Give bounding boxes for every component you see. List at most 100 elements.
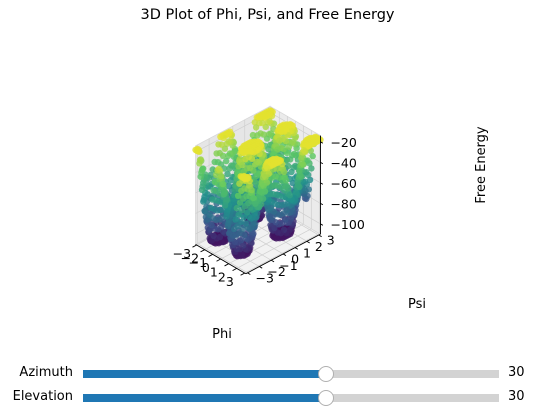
data-point <box>296 183 303 191</box>
data-point <box>300 161 307 168</box>
data-point <box>285 143 293 150</box>
data-point <box>227 177 234 184</box>
x-axis-label: Phi <box>212 327 232 342</box>
x-tick-label: 0 <box>202 260 210 275</box>
data-point <box>308 165 315 172</box>
data-point <box>252 124 260 131</box>
data-point <box>248 186 255 194</box>
z-tick-label: −60 <box>330 176 356 191</box>
x-tick-label: 2 <box>218 269 226 284</box>
data-point <box>210 232 217 239</box>
data-point <box>234 192 242 199</box>
data-point <box>220 228 227 235</box>
data-point <box>196 160 203 167</box>
x-tick-mark <box>240 272 245 276</box>
data-point <box>267 204 274 211</box>
data-point <box>210 187 217 194</box>
azimuth-slider[interactable] <box>83 366 499 382</box>
data-point <box>285 162 292 170</box>
chart-title: 3D Plot of Phi, Psi, and Free Energy <box>140 7 395 23</box>
data-point <box>264 165 271 172</box>
azimuth-slider-row: Azimuth 30 <box>0 364 535 384</box>
data-point <box>220 191 228 198</box>
data-point <box>215 141 222 148</box>
x-tick-label: 1 <box>210 265 218 280</box>
y-tick-mark <box>318 234 322 238</box>
data-point <box>222 202 229 209</box>
y-tick-label: 3 <box>327 233 335 248</box>
data-point <box>239 162 246 169</box>
data-point <box>242 155 249 163</box>
data-point <box>298 173 305 180</box>
data-point <box>274 229 281 236</box>
z-tick-label: −40 <box>330 155 356 170</box>
y-tick-label: −3 <box>256 271 274 286</box>
data-point <box>208 221 215 229</box>
data-point <box>242 220 249 227</box>
data-point <box>286 192 293 199</box>
data-point <box>211 158 218 166</box>
data-point <box>201 207 208 215</box>
data-point <box>229 232 237 239</box>
data-point <box>218 172 225 180</box>
y-tick-mark <box>306 240 310 244</box>
data-point <box>243 209 251 216</box>
z-tick-mark <box>320 141 324 144</box>
data-point <box>224 170 231 178</box>
data-point <box>250 194 257 202</box>
elevation-slider[interactable] <box>83 390 499 406</box>
azimuth-slider-handle[interactable] <box>318 366 335 382</box>
data-point <box>282 177 290 184</box>
y-tick-label: 1 <box>303 245 311 260</box>
data-point <box>232 216 239 223</box>
data-point <box>235 211 242 218</box>
z-tick-label: −100 <box>330 217 364 232</box>
data-point <box>240 214 247 221</box>
data-point <box>249 131 257 139</box>
z-tick-mark <box>320 161 324 165</box>
y-tick-label: 2 <box>315 239 323 254</box>
z-axis-label: Free Energy <box>474 126 489 204</box>
z-tick-mark <box>320 182 324 185</box>
data-point <box>224 152 232 160</box>
x-tick-mark <box>232 267 237 271</box>
data-point <box>223 213 230 220</box>
data-point <box>226 165 233 172</box>
x-tick-label: −1 <box>189 255 207 270</box>
data-point <box>271 224 278 232</box>
elevation-slider-handle[interactable] <box>318 390 335 406</box>
data-point <box>216 167 224 175</box>
data-point <box>209 196 216 203</box>
z-tick-mark <box>320 202 324 206</box>
y-tick-mark <box>294 247 299 250</box>
data-point <box>238 187 245 194</box>
data-point <box>209 166 216 173</box>
data-point <box>225 183 232 190</box>
x-tick-label: −2 <box>181 251 199 266</box>
y-axis-line <box>245 233 321 275</box>
y-tick-mark <box>259 266 263 269</box>
data-point <box>309 152 316 160</box>
data-point <box>236 199 244 206</box>
x-tick-mark <box>200 249 205 253</box>
data-point <box>298 155 305 162</box>
data-point <box>238 207 246 214</box>
data-point <box>306 176 314 184</box>
data-point <box>231 225 238 233</box>
grid-line-y-floor <box>197 243 248 274</box>
data-point <box>213 150 220 157</box>
x-tick-label: 3 <box>226 274 234 289</box>
axis-ticks: −3−2−10 1 2 3 −3−2−10 1 2 3−20−40−60−80−100 <box>173 135 365 289</box>
data-point <box>236 180 243 187</box>
y-axis-label: Psi <box>408 297 426 312</box>
data-point <box>194 148 202 155</box>
scatter-points <box>192 107 324 260</box>
x-tick-mark <box>192 244 197 248</box>
azimuth-value: 30 <box>508 365 525 380</box>
x-tick-mark <box>208 253 213 257</box>
data-point <box>262 174 269 181</box>
x-tick-mark <box>224 263 229 267</box>
data-point <box>197 173 204 180</box>
data-point <box>302 148 309 155</box>
